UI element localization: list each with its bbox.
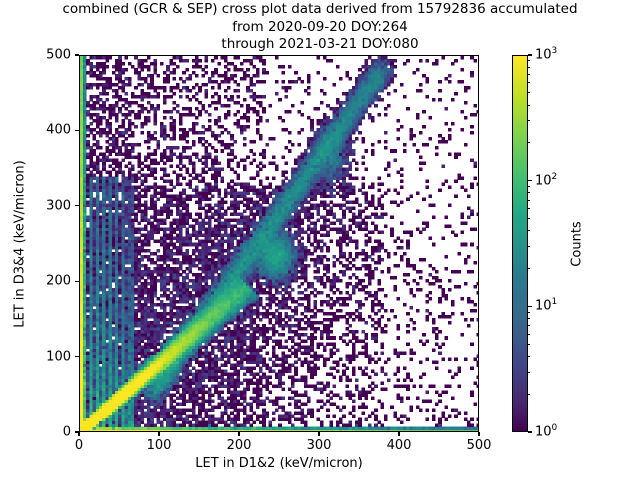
colorbar-minor-tick xyxy=(528,192,531,194)
colorbar-minor-tick xyxy=(528,185,531,187)
title-line-1: combined (GCR & SEP) cross plot data der… xyxy=(62,1,578,17)
colorbar-tick-mark xyxy=(528,305,533,307)
colorbar-gradient xyxy=(512,55,528,432)
colorbar-minor-tick xyxy=(528,355,531,357)
x-tick-mark xyxy=(478,432,480,436)
colorbar-tick-label: 100 xyxy=(535,423,558,440)
x-tick-label: 200 xyxy=(226,438,252,453)
y-tick-mark xyxy=(75,54,79,56)
colorbar-tick-label: 102 xyxy=(535,171,558,189)
x-tick-label: 500 xyxy=(466,438,492,453)
y-tick-mark xyxy=(75,356,79,358)
colorbar-minor-tick xyxy=(528,60,531,62)
y-tick-label: 200 xyxy=(46,273,71,289)
x-tick-mark xyxy=(238,432,240,436)
colorbar-minor-tick xyxy=(528,66,531,68)
colorbar-minor-tick xyxy=(528,104,531,106)
colorbar-minor-tick xyxy=(528,393,531,395)
colorbar-minor-tick xyxy=(528,82,531,84)
y-tick-label: 0 xyxy=(62,424,71,440)
colorbar-tick-mark xyxy=(528,54,533,56)
y-tick-label: 400 xyxy=(46,122,71,138)
title-line-2: from 2020-09-20 DOY:264 xyxy=(232,18,408,35)
colorbar-minor-tick xyxy=(528,371,531,373)
plot-title: combined (GCR & SEP) cross plot data der… xyxy=(0,1,640,54)
colorbar-tick-label: 101 xyxy=(535,297,558,314)
colorbar-tick-label: 103 xyxy=(535,46,558,63)
y-tick-mark xyxy=(75,280,79,282)
x-tick-mark xyxy=(78,432,80,436)
colorbar-minor-tick xyxy=(528,73,531,75)
x-tick-mark xyxy=(398,432,400,436)
y-tick-mark xyxy=(75,205,79,207)
colorbar-minor-tick xyxy=(528,92,531,94)
colorbar-minor-tick xyxy=(528,199,531,201)
colorbar-minor-tick xyxy=(528,343,531,345)
y-tick-mark xyxy=(75,129,79,131)
y-tick-label: 100 xyxy=(46,349,71,365)
x-tick-mark xyxy=(158,432,160,436)
scatter-heatmap-canvas xyxy=(80,56,478,431)
y-tick-mark xyxy=(75,431,79,433)
colorbar-minor-tick xyxy=(528,142,531,144)
x-axis-label: LET in D1&2 (keV/micron) xyxy=(195,456,363,471)
x-tick-label: 0 xyxy=(74,438,84,453)
title-line-3: through 2021-03-21 DOY:080 xyxy=(221,36,419,52)
y-tick-label: 300 xyxy=(46,198,71,214)
colorbar-minor-tick xyxy=(528,230,531,232)
colorbar-tick-mark xyxy=(528,431,533,433)
colorbar-tick-mark xyxy=(528,180,533,182)
colorbar-minor-tick xyxy=(528,120,531,122)
colorbar-minor-tick xyxy=(528,268,531,269)
colorbar-minor-tick xyxy=(528,333,531,335)
x-tick-label: 300 xyxy=(306,438,332,453)
x-tick-mark xyxy=(318,432,320,436)
colorbar-label: Counts xyxy=(569,220,585,267)
colorbar-minor-tick xyxy=(528,245,531,247)
y-axis-label: LET in D3&4 (keV/micron) xyxy=(12,159,28,328)
colorbar-minor-tick xyxy=(528,208,531,210)
colorbar-minor-tick xyxy=(528,311,531,313)
colorbar-minor-tick xyxy=(528,325,531,327)
colorbar-minor-tick xyxy=(528,318,531,319)
colorbar-minor-tick xyxy=(528,217,531,219)
x-tick-label: 100 xyxy=(146,438,172,453)
y-tick-label: 500 xyxy=(46,47,71,63)
x-tick-label: 400 xyxy=(386,438,412,453)
plot-axes-area xyxy=(79,55,479,432)
